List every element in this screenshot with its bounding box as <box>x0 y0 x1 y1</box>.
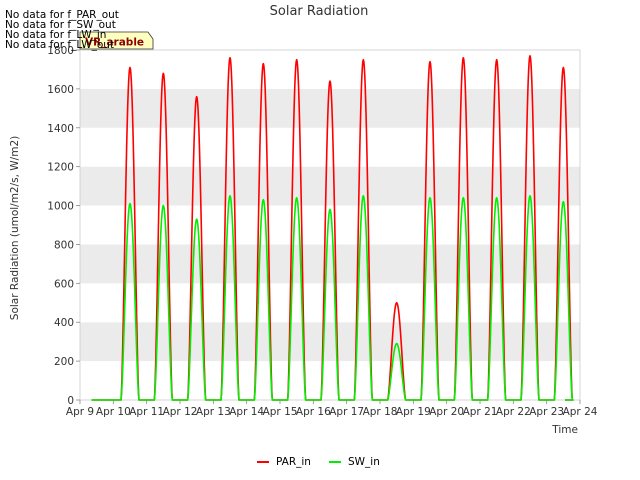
y-axis: 0 200 400 600 800 1000 1200 1400 1600 1800 <box>47 45 80 407</box>
x-tick-label: Apr 18 <box>363 406 398 418</box>
y-tick-label: 400 <box>54 317 74 329</box>
x-tick-label: Apr 21 <box>463 406 498 418</box>
y-tick-label: 1000 <box>47 201 74 213</box>
plot-area <box>79 49 581 401</box>
y-tick-label: 0 <box>67 395 74 407</box>
y-tick-label: 1200 <box>47 162 74 174</box>
x-tick-label: Apr 17 <box>329 406 364 418</box>
x-tick-label: Apr 16 <box>296 406 331 418</box>
y-tick-label: 1600 <box>47 84 74 96</box>
x-tick-label: Apr 24 <box>563 406 598 418</box>
grid-band <box>80 244 580 284</box>
x-tick-label: Apr 23 <box>529 406 564 418</box>
no-data-message: No data for f_LW_in <box>5 29 106 41</box>
x-axis-label: Time <box>551 424 578 436</box>
badge-shape <box>79 31 154 50</box>
x-tick-label: Apr 15 <box>263 406 298 418</box>
legend-label-sw-in: SW_in <box>348 456 380 468</box>
y-tick-label: 1400 <box>47 123 74 135</box>
y-tick-label: 600 <box>54 278 74 290</box>
grid-band <box>80 283 580 323</box>
badge-label: VR_arable <box>85 37 144 49</box>
y-tick-label: 1800 <box>47 45 74 57</box>
x-tick-label: Apr 22 <box>496 406 531 418</box>
x-tick-label: Apr 12 <box>163 406 198 418</box>
y-axis-label: Solar Radiation (umol/m2/s, W/m2) <box>9 136 21 320</box>
no-data-message: No data for f_SW_out <box>5 19 116 31</box>
series-layer <box>91 55 574 401</box>
vr-arable-badge: VR_arable <box>79 31 154 50</box>
no-data-message: No data for f_LW_out <box>5 39 114 51</box>
legend-label-par-in: PAR_in <box>276 456 311 468</box>
x-tick-label: Apr 11 <box>129 406 164 418</box>
x-tick-label: Apr 19 <box>396 406 431 418</box>
chart-title: Solar Radiation <box>270 4 369 19</box>
grid-band <box>80 127 580 167</box>
grid-band <box>80 361 580 400</box>
x-tick-label: Apr 13 <box>196 406 231 418</box>
legend: PAR_in SW_in <box>257 456 380 468</box>
grid-band <box>80 88 580 128</box>
no-data-message: No data for f_PAR_out <box>5 9 119 21</box>
x-tick-label: Apr 20 <box>429 406 464 418</box>
x-tick-label: Apr 9 <box>66 406 94 418</box>
x-tick-label: Apr 10 <box>96 406 131 418</box>
grid-bands <box>80 50 580 400</box>
y-tick-label: 800 <box>54 239 74 251</box>
y-tick-label: 200 <box>54 356 74 368</box>
grid-band <box>80 166 580 206</box>
no-data-messages: No data for f_PAR_out No data for f_SW_o… <box>5 9 119 51</box>
x-tick-label: Apr 14 <box>229 406 264 418</box>
series-line-sw-in <box>91 195 574 401</box>
grid-band <box>80 322 580 362</box>
